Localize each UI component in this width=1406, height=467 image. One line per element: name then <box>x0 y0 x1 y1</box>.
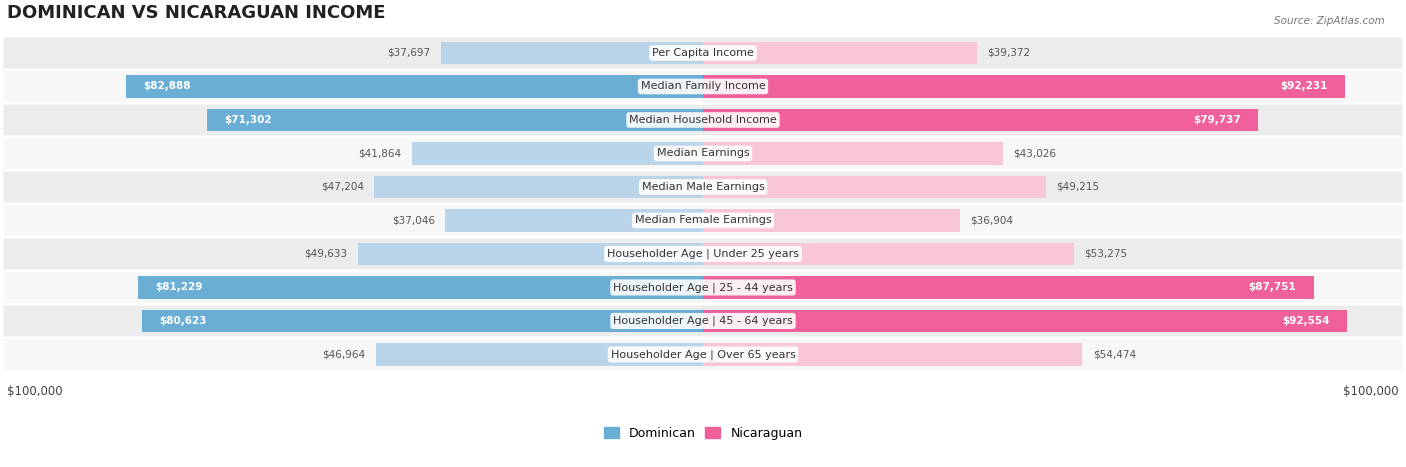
Text: DOMINICAN VS NICARAGUAN INCOME: DOMINICAN VS NICARAGUAN INCOME <box>7 4 385 22</box>
Text: $81,229: $81,229 <box>155 283 202 292</box>
Text: Per Capita Income: Per Capita Income <box>652 48 754 58</box>
Text: $53,275: $53,275 <box>1084 249 1128 259</box>
Text: Median Female Earnings: Median Female Earnings <box>634 215 772 226</box>
Text: $36,904: $36,904 <box>970 215 1014 226</box>
Text: $37,697: $37,697 <box>387 48 430 58</box>
Text: $100,000: $100,000 <box>7 385 62 397</box>
Text: $87,751: $87,751 <box>1249 283 1296 292</box>
Text: $79,737: $79,737 <box>1192 115 1240 125</box>
Text: $54,474: $54,474 <box>1092 349 1136 360</box>
Bar <box>446 209 703 232</box>
Bar <box>357 242 703 265</box>
Bar <box>703 109 1258 131</box>
Text: Median Male Earnings: Median Male Earnings <box>641 182 765 192</box>
Bar <box>374 176 703 198</box>
Bar <box>412 142 703 165</box>
FancyBboxPatch shape <box>3 105 1403 135</box>
FancyBboxPatch shape <box>3 71 1403 102</box>
Bar <box>703 42 977 64</box>
Bar <box>703 276 1313 299</box>
FancyBboxPatch shape <box>3 138 1403 169</box>
Bar <box>127 75 703 98</box>
FancyBboxPatch shape <box>3 305 1403 336</box>
FancyBboxPatch shape <box>3 205 1403 236</box>
Bar <box>703 343 1083 366</box>
FancyBboxPatch shape <box>3 171 1403 202</box>
Text: Median Family Income: Median Family Income <box>641 81 765 92</box>
Text: $39,372: $39,372 <box>987 48 1031 58</box>
FancyBboxPatch shape <box>3 272 1403 303</box>
Bar <box>703 310 1347 333</box>
Bar <box>138 276 703 299</box>
Bar <box>703 242 1074 265</box>
Text: $43,026: $43,026 <box>1012 149 1056 158</box>
Legend: Dominican, Nicaraguan: Dominican, Nicaraguan <box>603 427 803 440</box>
Bar <box>440 42 703 64</box>
Text: $49,633: $49,633 <box>304 249 347 259</box>
Text: Householder Age | Over 65 years: Householder Age | Over 65 years <box>610 349 796 360</box>
Text: $80,623: $80,623 <box>159 316 207 326</box>
Text: Householder Age | Under 25 years: Householder Age | Under 25 years <box>607 249 799 259</box>
Text: $47,204: $47,204 <box>321 182 364 192</box>
Bar <box>703 75 1346 98</box>
FancyBboxPatch shape <box>3 37 1403 68</box>
Text: $92,231: $92,231 <box>1281 81 1327 92</box>
Text: Median Household Income: Median Household Income <box>628 115 778 125</box>
Text: $71,302: $71,302 <box>224 115 271 125</box>
Bar <box>207 109 703 131</box>
Bar <box>703 209 960 232</box>
Text: $92,554: $92,554 <box>1282 316 1330 326</box>
Text: $100,000: $100,000 <box>1344 385 1399 397</box>
Text: Householder Age | 45 - 64 years: Householder Age | 45 - 64 years <box>613 316 793 326</box>
Text: $46,964: $46,964 <box>322 349 366 360</box>
Bar <box>375 343 703 366</box>
Text: $49,215: $49,215 <box>1056 182 1099 192</box>
FancyBboxPatch shape <box>3 239 1403 269</box>
Bar <box>703 176 1046 198</box>
Text: $82,888: $82,888 <box>143 81 191 92</box>
Text: Source: ZipAtlas.com: Source: ZipAtlas.com <box>1274 16 1385 26</box>
Text: Householder Age | 25 - 44 years: Householder Age | 25 - 44 years <box>613 282 793 293</box>
FancyBboxPatch shape <box>3 339 1403 370</box>
Text: $41,864: $41,864 <box>359 149 401 158</box>
Bar <box>142 310 703 333</box>
Text: $37,046: $37,046 <box>392 215 434 226</box>
Bar <box>703 142 1002 165</box>
Text: Median Earnings: Median Earnings <box>657 149 749 158</box>
